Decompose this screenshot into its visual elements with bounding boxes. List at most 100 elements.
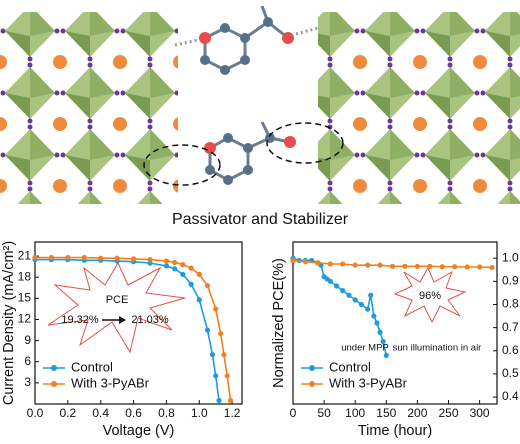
y-tick-label: 0.7 <box>502 320 519 334</box>
data-point <box>352 262 358 268</box>
data-point <box>476 264 483 270</box>
data-point <box>377 329 383 335</box>
y-tick-label: 0.9 <box>502 274 519 288</box>
annotation: sun illumination in air <box>393 343 482 354</box>
legend-marker <box>309 381 315 387</box>
data-point <box>315 260 321 266</box>
legend-label: With 3-PyABr <box>71 375 150 390</box>
data-point <box>147 257 153 263</box>
legend-label: Control <box>329 359 371 374</box>
data-point <box>204 283 211 289</box>
illustration-label: Passivator and Stabilizer <box>172 211 349 228</box>
plot-frame <box>34 241 243 405</box>
x-tick-label: 1.2 <box>224 406 241 420</box>
molecule-bottom-atoms <box>204 133 296 185</box>
data-point <box>98 255 104 261</box>
data-point <box>464 264 470 270</box>
legend-marker <box>51 365 57 371</box>
data-point <box>402 263 408 269</box>
data-point <box>358 301 365 308</box>
data-point <box>221 352 227 358</box>
x-tick-label: 150 <box>376 406 396 420</box>
y-tick-label: 3 <box>24 375 31 389</box>
legend-label: Control <box>71 359 113 374</box>
atom-c <box>220 23 230 33</box>
series-line <box>292 257 388 356</box>
atom-n <box>284 136 296 148</box>
data-point <box>333 283 340 289</box>
data-point <box>213 306 219 312</box>
data-point <box>365 306 371 312</box>
h-bond <box>174 26 319 47</box>
annotation: 19.32% <box>61 314 99 326</box>
annotation: 96% <box>419 290 441 302</box>
h-bond-line <box>174 38 199 47</box>
atom-n <box>204 142 216 154</box>
data-point <box>290 257 296 264</box>
annotation: PCE <box>106 294 129 306</box>
x-tick-label: 300 <box>470 406 490 420</box>
data-point <box>163 258 170 264</box>
data-point <box>346 292 352 298</box>
atom-c <box>243 165 253 175</box>
y-tick-label: 0.6 <box>502 343 519 357</box>
atom-c <box>240 55 250 65</box>
data-point <box>204 327 211 333</box>
x-tick-label: 250 <box>438 406 458 420</box>
legend-label: With 3-PyABr <box>329 375 408 390</box>
molecule-top-atoms <box>199 17 294 75</box>
data-point <box>374 320 380 326</box>
x-tick-label: 0.2 <box>60 406 77 420</box>
lattice-right <box>318 12 520 204</box>
data-point <box>327 261 333 267</box>
arrow-head <box>119 316 126 324</box>
data-point <box>439 264 445 270</box>
data-point <box>414 263 420 269</box>
data-point <box>227 397 234 404</box>
atom-c <box>220 65 230 75</box>
data-point <box>371 313 377 319</box>
data-point <box>327 278 333 284</box>
starburst <box>393 266 467 324</box>
data-point <box>216 397 222 404</box>
y-tick-label: 0.5 <box>502 366 519 380</box>
annotation: 21.03% <box>131 314 169 326</box>
plot-frame <box>292 241 498 405</box>
y-tick-label: 18 <box>18 269 32 283</box>
y-tick-label: 0.8 <box>502 297 519 311</box>
y-tick-label: 12 <box>18 312 32 326</box>
data-point <box>32 254 38 261</box>
y-tick-label: 0.4 <box>502 389 519 403</box>
data-point <box>352 297 358 303</box>
atom-c <box>243 143 253 153</box>
data-point <box>452 264 458 270</box>
x-tick-label: 0.4 <box>92 406 109 420</box>
y-tick-label: 21 <box>18 248 32 262</box>
data-point <box>196 271 202 277</box>
legend-marker <box>309 365 315 371</box>
data-point <box>377 262 383 268</box>
data-point <box>81 254 87 261</box>
data-point <box>213 373 219 379</box>
starburst <box>47 261 186 354</box>
x-tick-label: 0.6 <box>125 406 142 420</box>
data-point <box>188 265 194 271</box>
data-point <box>218 330 224 337</box>
legend-marker <box>51 381 57 387</box>
data-point <box>340 261 346 267</box>
data-point <box>489 264 495 271</box>
data-point <box>48 254 55 261</box>
data-point <box>383 352 389 358</box>
x-tick-label: 50 <box>317 406 331 420</box>
data-point <box>224 373 230 379</box>
atom-c <box>223 133 233 143</box>
atom-c <box>263 17 273 27</box>
lattice-left <box>0 12 178 204</box>
x-tick-label: 0.8 <box>158 406 175 420</box>
data-point <box>130 256 137 262</box>
data-point <box>368 292 374 298</box>
data-point <box>114 255 120 261</box>
y-axis-title: Normalized PCE(%) <box>271 258 287 388</box>
dashed-ellipse <box>266 122 344 164</box>
